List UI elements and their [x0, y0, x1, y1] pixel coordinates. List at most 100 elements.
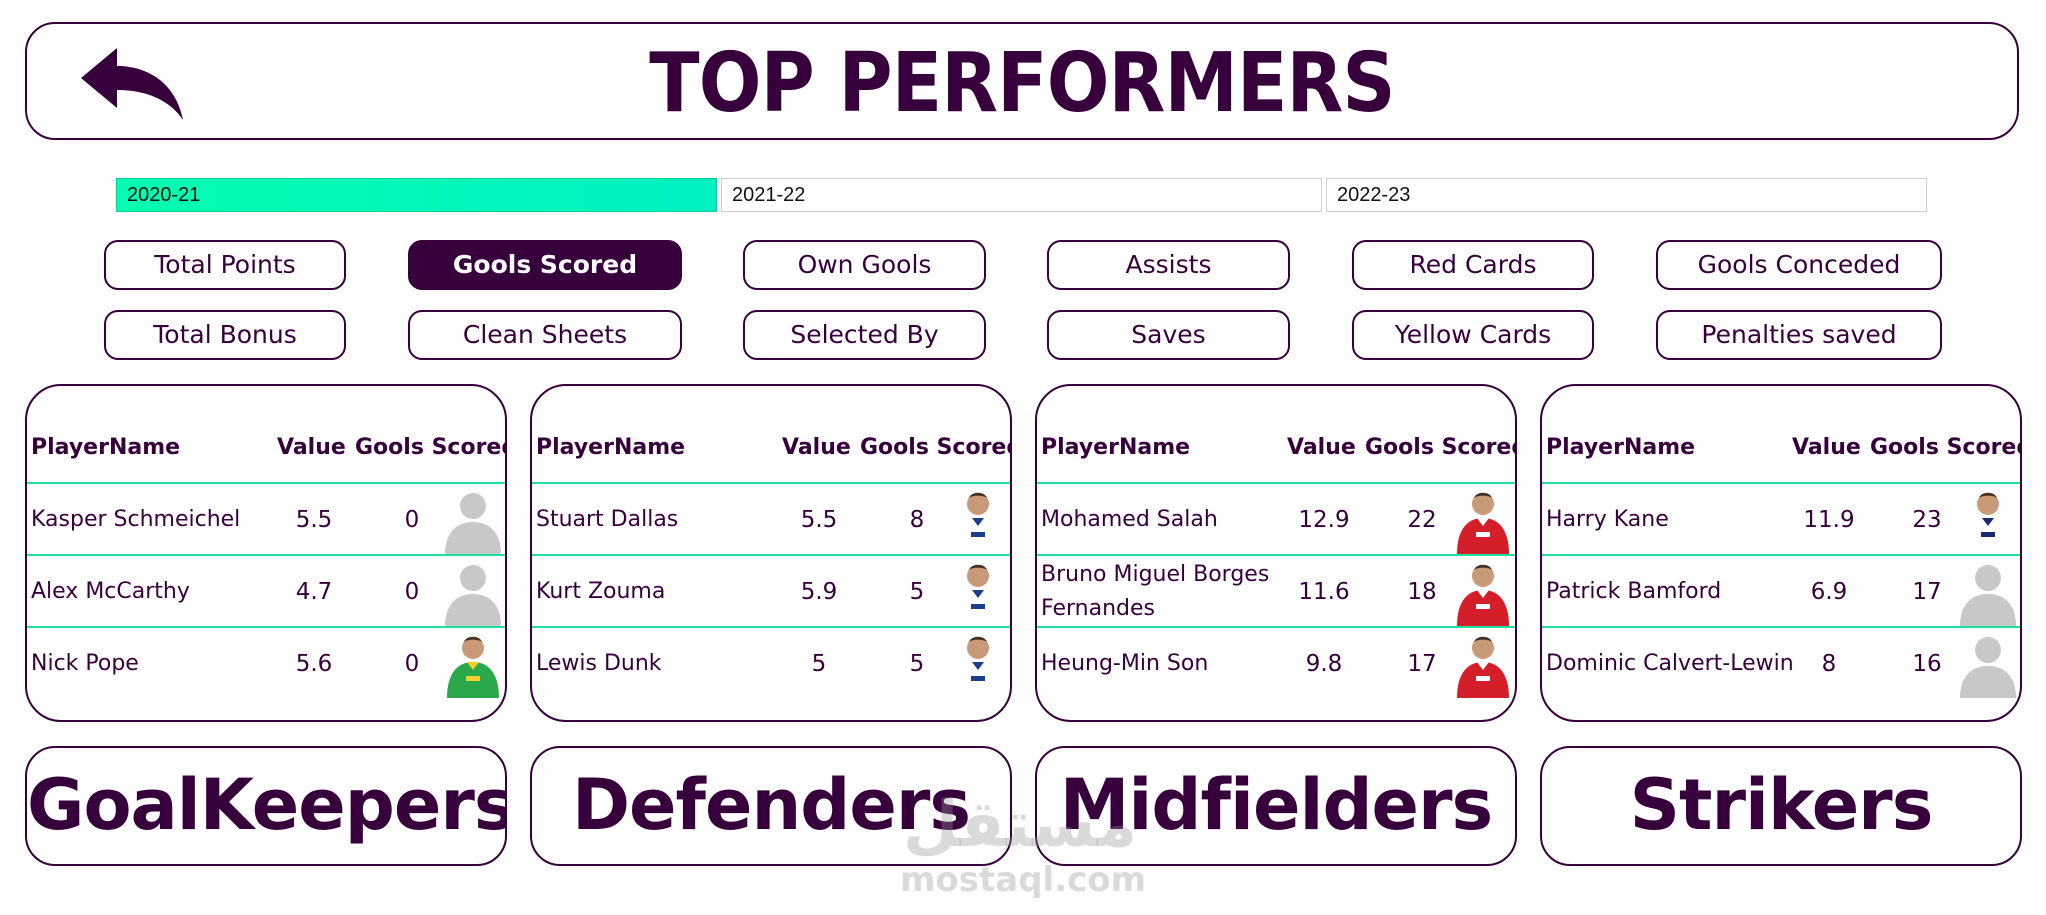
row-divider: [532, 554, 1010, 556]
column-header-stat[interactable]: Gools Scored: [355, 435, 507, 460]
player-stat: 17: [1407, 651, 1437, 677]
player-value: 11.9: [1803, 507, 1855, 533]
performer-card-goalkeepers: PlayerName Value Gools Scored Kasper Schmei…: [25, 384, 507, 722]
player-name: Heung-Min Son: [1041, 651, 1209, 676]
player-name: Mohamed Salah: [1041, 507, 1218, 532]
metric-red-cards[interactable]: Red Cards: [1352, 240, 1594, 290]
metric-own-gools[interactable]: Own Gools: [743, 240, 986, 290]
player-value: 8: [1821, 651, 1837, 677]
player-photo: [1449, 486, 1515, 554]
performer-card-strikers: PlayerName Value Gools Scored Harry Kane 11.…: [1540, 384, 2022, 722]
row-divider: [1542, 482, 2020, 484]
metric-penalties-saved[interactable]: Penalties saved: [1656, 310, 1942, 360]
table-row[interactable]: Stuart Dallas 5.5 8: [532, 484, 1010, 556]
category-strikers-button[interactable]: Strikers: [1540, 746, 2022, 866]
table-row[interactable]: Dominic Calvert-Lewin 8 16: [1542, 628, 2020, 700]
player-stat: 17: [1912, 579, 1942, 605]
row-divider: [27, 626, 505, 628]
player-placeholder-icon: [1954, 558, 2020, 626]
metric-assists[interactable]: Assists: [1047, 240, 1290, 290]
metric-total-bonus[interactable]: Total Bonus: [104, 310, 346, 360]
player-stat: 8: [909, 507, 925, 533]
column-header-player[interactable]: PlayerName: [536, 435, 686, 460]
header-bar: TOP PERFORMERS: [25, 22, 2019, 140]
table-row[interactable]: Lewis Dunk 5 5: [532, 628, 1010, 700]
player-value: 12.9: [1298, 507, 1350, 533]
season-2020-21[interactable]: 2020-21: [116, 178, 717, 212]
category-goalkeepers-button[interactable]: GoalKeepers: [25, 746, 507, 866]
column-header-player[interactable]: PlayerName: [1041, 435, 1191, 460]
metric-yellow-cards[interactable]: Yellow Cards: [1352, 310, 1594, 360]
column-header-stat[interactable]: Gools Scored: [860, 435, 1012, 460]
player-name: Bruno Miguel Borges Fernandes: [1041, 562, 1270, 621]
column-header-value[interactable]: Value: [1792, 435, 1861, 460]
table-row[interactable]: Patrick Bamford 6.9 17: [1542, 556, 2020, 628]
player-value: 9.8: [1305, 651, 1343, 677]
table-row[interactable]: Alex McCarthy 4.7 0: [27, 556, 505, 628]
player-name: Kasper Schmeichel: [31, 507, 241, 532]
player-value: 4.7: [295, 579, 333, 605]
player-placeholder-icon: [1954, 630, 2020, 698]
table-header: PlayerName Value Gools Scored: [1542, 430, 2020, 466]
column-header-stat[interactable]: Gools Scored: [1870, 435, 2022, 460]
season-2022-23[interactable]: 2022-23: [1326, 178, 1927, 212]
player-name: Alex McCarthy: [31, 579, 190, 604]
metric-clean-sheets[interactable]: Clean Sheets: [408, 310, 682, 360]
category-defenders-button[interactable]: Defenders: [530, 746, 1012, 866]
watermark-latin: mostaql.com: [900, 860, 1147, 900]
page-title: TOP PERFORMERS: [649, 36, 1395, 131]
table-header: PlayerName Value Gools Scored: [532, 430, 1010, 466]
player-stat: 16: [1912, 651, 1942, 677]
category-midfielders-button[interactable]: Midfielders: [1035, 746, 1517, 866]
row-divider: [1037, 626, 1515, 628]
player-value: 11.6: [1298, 579, 1350, 605]
column-header-player[interactable]: PlayerName: [31, 435, 181, 460]
row-divider: [1037, 482, 1515, 484]
player-name: Dominic Calvert-Lewin: [1546, 651, 1794, 676]
row-divider: [532, 482, 1010, 484]
table-row[interactable]: Nick Pope 5.6 0: [27, 628, 505, 700]
player-stat: 23: [1912, 507, 1942, 533]
table-header: PlayerName Value Gools Scored: [27, 430, 505, 466]
player-stat: 18: [1407, 579, 1437, 605]
player-photo: [1449, 630, 1515, 698]
column-header-player[interactable]: PlayerName: [1546, 435, 1696, 460]
row-divider: [27, 554, 505, 556]
row-divider: [532, 626, 1010, 628]
metric-selected-by[interactable]: Selected By: [743, 310, 986, 360]
player-placeholder-icon: [439, 486, 505, 554]
player-value: 5.5: [800, 507, 838, 533]
column-header-value[interactable]: Value: [782, 435, 851, 460]
player-value: 5.5: [295, 507, 333, 533]
table-row[interactable]: Heung-Min Son 9.8 17: [1037, 628, 1515, 700]
player-name: Nick Pope: [31, 651, 139, 676]
metric-gools-scored[interactable]: Gools Scored: [408, 240, 682, 290]
player-stat: 5: [909, 579, 925, 605]
table-row[interactable]: Kasper Schmeichel 5.5 0: [27, 484, 505, 556]
metric-total-points[interactable]: Total Points: [104, 240, 346, 290]
row-divider: [1037, 554, 1515, 556]
player-stat: 0: [404, 507, 420, 533]
player-name: Patrick Bamford: [1546, 579, 1722, 604]
table-row[interactable]: Kurt Zouma 5.9 5: [532, 556, 1010, 628]
performer-card-defenders: PlayerName Value Gools Scored Stuart Dallas…: [530, 384, 1012, 722]
column-header-value[interactable]: Value: [1287, 435, 1356, 460]
metric-gools-conceded[interactable]: Gools Conceded: [1656, 240, 1942, 290]
metric-saves[interactable]: Saves: [1047, 310, 1290, 360]
table-row[interactable]: Harry Kane 11.9 23: [1542, 484, 2020, 556]
player-photo: [1449, 558, 1515, 626]
back-arrow-icon[interactable]: [79, 44, 189, 126]
player-name: Lewis Dunk: [536, 651, 662, 676]
player-name: Stuart Dallas: [536, 507, 679, 532]
season-2021-22[interactable]: 2021-22: [721, 178, 1322, 212]
column-header-value[interactable]: Value: [277, 435, 346, 460]
row-divider: [1542, 554, 2020, 556]
column-header-stat[interactable]: Gools Scored: [1365, 435, 1517, 460]
player-photo: [944, 486, 1010, 554]
player-photo: [944, 558, 1010, 626]
table-row[interactable]: Bruno Miguel Borges Fernandes 11.6 18: [1037, 556, 1515, 628]
table-row[interactable]: Mohamed Salah 12.9 22: [1037, 484, 1515, 556]
player-stat: 0: [404, 579, 420, 605]
player-photo: [439, 630, 505, 698]
player-value: 5: [811, 651, 827, 677]
